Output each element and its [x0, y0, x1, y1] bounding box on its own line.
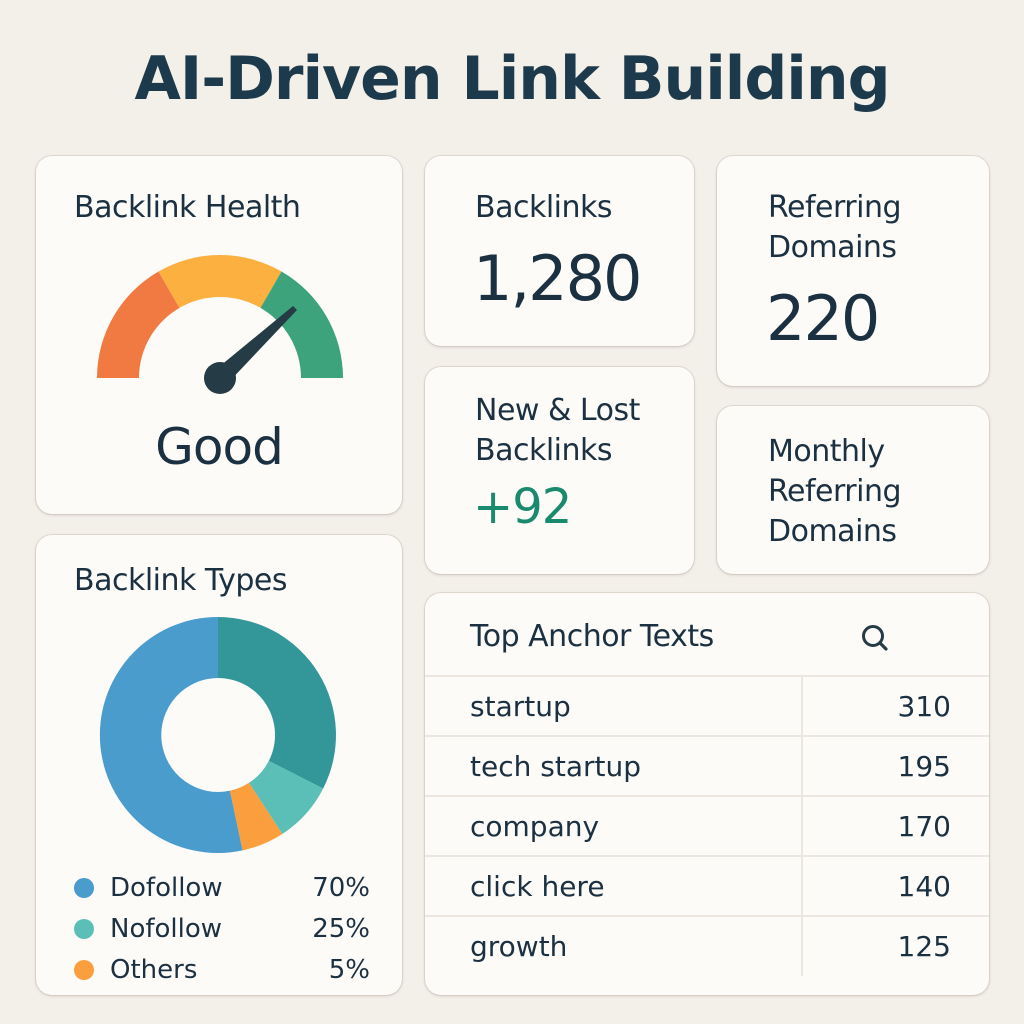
health-status: Good [155, 418, 284, 476]
new-lost-delta: +92 [473, 479, 572, 535]
anchor-text: tech startup [425, 735, 803, 796]
backlinks-card: Backlinks 1,280 [425, 156, 694, 346]
anchor-count: 140 [802, 855, 989, 916]
legend-value: 70% [312, 872, 370, 903]
backlink-health-title: Backlink Health [74, 190, 301, 225]
donut-segment-dofollow[interactable] [99, 616, 243, 853]
donut-segment-nofollow[interactable] [249, 760, 324, 834]
anchor-texts-table: startup 310 tech startup 195 company 170… [425, 675, 989, 976]
legend-item-dofollow: Dofollow 70% [74, 867, 370, 908]
search-button[interactable] [858, 621, 892, 655]
anchor-count: 125 [802, 915, 989, 976]
nofollow-color-dot [74, 918, 94, 939]
new-lost-title: New & Lost Backlinks [475, 391, 640, 471]
donut-segment-others[interactable] [229, 782, 283, 851]
anchor-text: startup [425, 675, 803, 736]
gauge-segment-good [260, 271, 343, 378]
title-line: Domains [768, 514, 897, 549]
table-row[interactable]: company 170 [425, 795, 989, 856]
gauge-segment-poor [97, 271, 180, 378]
backlinks-title: Backlinks [475, 190, 613, 225]
health-gauge [97, 255, 343, 394]
dofollow-color-dot [74, 877, 94, 898]
anchor-count: 195 [802, 735, 989, 796]
donut-segment-dark-teal[interactable] [218, 617, 336, 789]
anchor-count: 170 [802, 795, 989, 856]
referring-domains-title: Referring Domains [768, 188, 902, 268]
page-title: AI-Driven Link Building [134, 44, 890, 114]
backlink-types-donut [99, 616, 336, 853]
search-icon [862, 625, 888, 651]
referring-domains-card: Referring Domains 220 [717, 156, 989, 386]
table-row[interactable]: click here 140 [425, 855, 989, 916]
anchor-count: 310 [802, 675, 989, 736]
title-line: Monthly [768, 434, 885, 469]
gauge-segment-fair [158, 255, 282, 308]
legend-value: 25% [312, 913, 370, 944]
title-line: Backlinks [475, 433, 613, 468]
backlink-types-legend: Dofollow 70% Nofollow 25% Others 5% [74, 867, 370, 990]
backlinks-count: 1,280 [473, 242, 642, 315]
legend-label: Dofollow [110, 872, 223, 903]
anchor-text: company [425, 795, 803, 856]
table-row[interactable]: growth 125 [425, 915, 989, 976]
title-line: Referring [768, 474, 902, 509]
table-row[interactable]: startup 310 [425, 675, 989, 736]
monthly-referring-domains-card: Monthly Referring Domains [717, 406, 989, 574]
legend-value: 5% [328, 954, 370, 985]
backlink-types-card: Backlink Types Dofollow 70% Nofollow 25%… [36, 535, 402, 995]
monthly-referring-title: Monthly Referring Domains [768, 432, 902, 552]
title-line: Referring [768, 190, 902, 225]
legend-label: Others [110, 954, 198, 985]
new-lost-backlinks-card: New & Lost Backlinks +92 [425, 367, 694, 574]
anchor-text: growth [425, 915, 803, 976]
others-color-dot [74, 959, 94, 980]
title-line: Domains [768, 230, 897, 265]
top-anchor-texts-title: Top Anchor Texts [470, 619, 714, 654]
referring-domains-count: 220 [766, 282, 880, 355]
table-row[interactable]: tech startup 195 [425, 735, 989, 796]
anchor-text: click here [425, 855, 803, 916]
legend-item-nofollow: Nofollow 25% [74, 908, 370, 949]
legend-label: Nofollow [110, 913, 223, 944]
backlink-health-card: Backlink Health Good [36, 156, 402, 514]
title-line: New & Lost [475, 393, 640, 428]
backlink-types-title: Backlink Types [74, 563, 287, 598]
legend-item-others: Others 5% [74, 949, 370, 990]
top-anchor-texts-card: Top Anchor Texts startup 310 tech startu… [425, 593, 989, 995]
gauge-needle [204, 306, 297, 394]
